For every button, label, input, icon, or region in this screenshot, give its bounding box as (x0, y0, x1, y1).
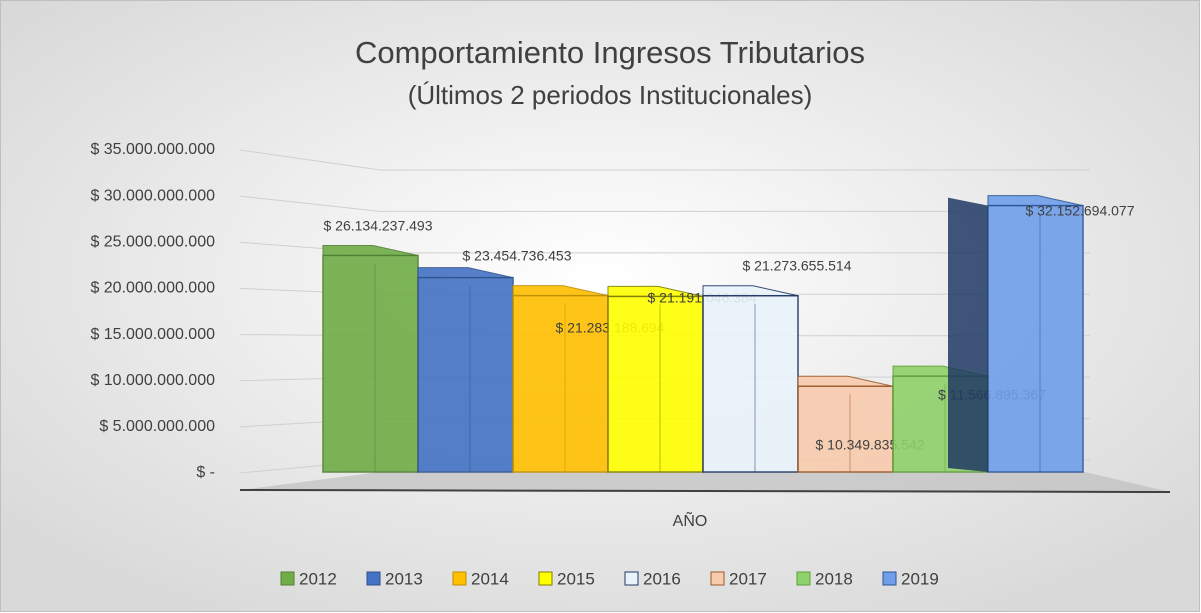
grid-line (239, 195, 1090, 212)
bar-side (948, 197, 988, 472)
data-label: $ 23.454.736.453 (463, 248, 572, 264)
y-tick-label: $ 20.000.000.000 (90, 280, 215, 297)
bar (797, 385, 894, 473)
bar (417, 276, 514, 473)
bar (702, 294, 799, 473)
y-tick-label: $ 10.000.000.000 (90, 372, 215, 389)
legend-label: 2017 (729, 569, 767, 588)
legend-swatch (538, 571, 553, 586)
chart-title: Comportamiento Ingresos Tributarios (355, 35, 865, 70)
legend-swatch (882, 571, 897, 586)
legend-label: 2016 (643, 569, 681, 588)
legend-label: 2015 (557, 569, 595, 588)
bar (512, 294, 609, 473)
bar (987, 204, 1084, 473)
legend-swatch (366, 571, 381, 586)
legend-label: 2014 (471, 569, 509, 588)
legend-label: 2012 (299, 569, 337, 588)
legend-swatch (624, 571, 639, 586)
legend-label: 2013 (385, 569, 423, 588)
legend-swatch (710, 571, 725, 586)
floor (240, 472, 1170, 492)
legend-swatch (796, 571, 811, 586)
category-label: AÑO (673, 510, 708, 530)
legend-label: 2018 (815, 569, 853, 588)
data-label: $ 32.152.694.077 (1026, 203, 1135, 219)
floor-edge (239, 489, 1171, 493)
y-tick-label: $ 15.000.000.000 (90, 326, 215, 343)
y-tick-label: $ 25.000.000.000 (90, 234, 215, 251)
bar (607, 295, 704, 473)
y-tick-label: $ 35.000.000.000 (90, 141, 215, 158)
grid-line (239, 149, 1090, 171)
legend-swatch (452, 571, 467, 586)
bar (322, 254, 419, 473)
legend-swatch (280, 571, 295, 586)
data-label: $ 21.273.655.514 (743, 258, 852, 274)
legend-label: 2019 (901, 569, 939, 588)
chart-subtitle: (Últimos 2 periodos Institucionales) (408, 80, 813, 110)
y-tick-label: $ - (196, 464, 215, 481)
y-tick-label: $ 30.000.000.000 (90, 187, 215, 204)
y-tick-label: $ 5.000.000.000 (99, 418, 215, 435)
data-label: $ 26.134.237.493 (324, 218, 433, 234)
